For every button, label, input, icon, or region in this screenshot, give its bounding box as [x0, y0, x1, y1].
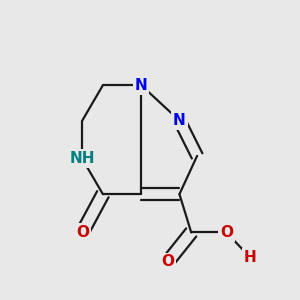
- Text: N: N: [173, 113, 186, 128]
- Text: NH: NH: [70, 151, 95, 166]
- Text: O: O: [161, 254, 174, 269]
- Text: N: N: [135, 78, 148, 93]
- Text: O: O: [76, 225, 89, 240]
- Text: O: O: [220, 225, 233, 240]
- Text: H: H: [244, 250, 256, 265]
